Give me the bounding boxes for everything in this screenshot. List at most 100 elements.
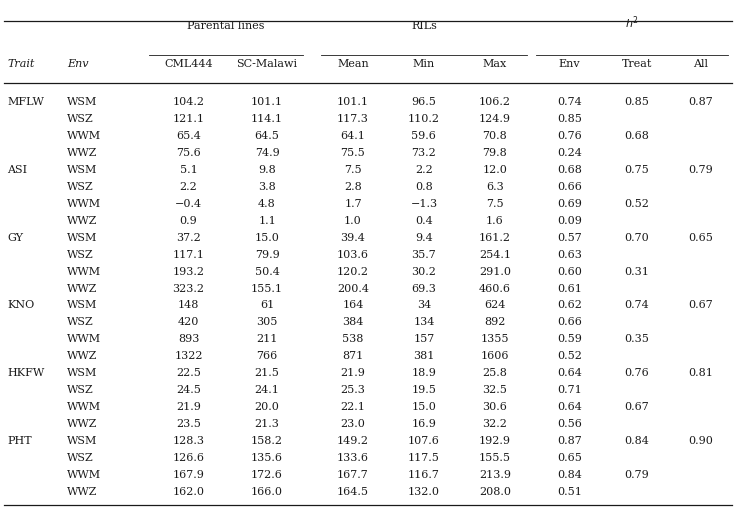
- Text: 164: 164: [342, 301, 364, 311]
- Text: WSZ: WSZ: [67, 453, 94, 463]
- Text: WSZ: WSZ: [67, 250, 94, 259]
- Text: WSZ: WSZ: [67, 385, 94, 395]
- Text: 0.85: 0.85: [557, 114, 582, 124]
- Text: 164.5: 164.5: [337, 487, 369, 497]
- Text: 23.0: 23.0: [341, 419, 365, 429]
- Text: 871: 871: [342, 351, 364, 361]
- Text: WSM: WSM: [67, 233, 98, 243]
- Text: Max: Max: [483, 58, 507, 69]
- Text: 2.8: 2.8: [344, 182, 362, 192]
- Text: 0.74: 0.74: [557, 97, 582, 107]
- Text: Env: Env: [559, 58, 580, 69]
- Text: 892: 892: [484, 317, 506, 327]
- Text: 107.6: 107.6: [408, 436, 440, 446]
- Text: 0.9: 0.9: [180, 216, 197, 226]
- Text: WWM: WWM: [67, 267, 102, 277]
- Text: 208.0: 208.0: [479, 487, 511, 497]
- Text: 21.5: 21.5: [255, 368, 279, 378]
- Text: 0.65: 0.65: [557, 453, 582, 463]
- Text: 0.79: 0.79: [624, 470, 649, 480]
- Text: 0.67: 0.67: [624, 402, 649, 412]
- Text: 0.79: 0.79: [688, 165, 713, 175]
- Text: 0.87: 0.87: [688, 97, 713, 107]
- Text: 15.0: 15.0: [412, 402, 436, 412]
- Text: −0.4: −0.4: [175, 199, 202, 209]
- Text: 0.52: 0.52: [624, 199, 649, 209]
- Text: 124.9: 124.9: [479, 114, 511, 124]
- Text: 79.9: 79.9: [255, 250, 279, 259]
- Text: 16.9: 16.9: [412, 419, 436, 429]
- Text: 0.75: 0.75: [624, 165, 649, 175]
- Text: 193.2: 193.2: [173, 267, 205, 277]
- Text: WSZ: WSZ: [67, 182, 94, 192]
- Text: 0.85: 0.85: [624, 97, 649, 107]
- Text: 30.2: 30.2: [412, 267, 436, 277]
- Text: 117.3: 117.3: [337, 114, 369, 124]
- Text: 7.5: 7.5: [486, 199, 503, 209]
- Text: 25.8: 25.8: [483, 368, 507, 378]
- Text: 1.1: 1.1: [258, 216, 276, 226]
- Text: MFLW: MFLW: [7, 97, 44, 107]
- Text: 0.70: 0.70: [624, 233, 649, 243]
- Text: 2.2: 2.2: [180, 182, 197, 192]
- Text: 116.7: 116.7: [408, 470, 440, 480]
- Text: 0.52: 0.52: [557, 351, 582, 361]
- Text: 9.4: 9.4: [415, 233, 433, 243]
- Text: WWM: WWM: [67, 334, 102, 344]
- Text: 0.90: 0.90: [688, 436, 713, 446]
- Text: WWZ: WWZ: [67, 148, 98, 158]
- Text: Min: Min: [413, 58, 435, 69]
- Text: WWZ: WWZ: [67, 283, 98, 293]
- Text: 30.6: 30.6: [483, 402, 507, 412]
- Text: 19.5: 19.5: [412, 385, 436, 395]
- Text: WWM: WWM: [67, 199, 102, 209]
- Text: WSM: WSM: [67, 368, 98, 378]
- Text: 121.1: 121.1: [173, 114, 205, 124]
- Text: 25.3: 25.3: [341, 385, 365, 395]
- Text: 766: 766: [256, 351, 278, 361]
- Text: 0.76: 0.76: [557, 131, 582, 141]
- Text: 0.84: 0.84: [557, 470, 582, 480]
- Text: 3.8: 3.8: [258, 182, 276, 192]
- Text: 0.87: 0.87: [557, 436, 582, 446]
- Text: 420: 420: [178, 317, 199, 327]
- Text: 0.09: 0.09: [557, 216, 582, 226]
- Text: 1606: 1606: [480, 351, 509, 361]
- Text: 0.66: 0.66: [557, 317, 582, 327]
- Text: −1.3: −1.3: [410, 199, 438, 209]
- Text: 75.5: 75.5: [341, 148, 365, 158]
- Text: 0.71: 0.71: [557, 385, 582, 395]
- Text: 0.81: 0.81: [688, 368, 713, 378]
- Text: 117.5: 117.5: [408, 453, 440, 463]
- Text: Env: Env: [67, 58, 89, 69]
- Text: 35.7: 35.7: [412, 250, 436, 259]
- Text: 21.3: 21.3: [255, 419, 279, 429]
- Text: 0.64: 0.64: [557, 368, 582, 378]
- Text: 64.1: 64.1: [341, 131, 365, 141]
- Text: 117.1: 117.1: [173, 250, 205, 259]
- Text: 213.9: 213.9: [479, 470, 511, 480]
- Text: WWZ: WWZ: [67, 419, 98, 429]
- Text: 106.2: 106.2: [479, 97, 511, 107]
- Text: WSM: WSM: [67, 436, 98, 446]
- Text: 0.67: 0.67: [688, 301, 713, 311]
- Text: 21.9: 21.9: [341, 368, 365, 378]
- Text: 460.6: 460.6: [479, 283, 511, 293]
- Text: WSM: WSM: [67, 97, 98, 107]
- Text: 0.64: 0.64: [557, 402, 582, 412]
- Text: 135.6: 135.6: [251, 453, 283, 463]
- Text: 7.5: 7.5: [344, 165, 362, 175]
- Text: 384: 384: [342, 317, 364, 327]
- Text: 39.4: 39.4: [341, 233, 365, 243]
- Text: 6.3: 6.3: [486, 182, 503, 192]
- Text: Treat: Treat: [622, 58, 652, 69]
- Text: 0.59: 0.59: [557, 334, 582, 344]
- Text: 0.4: 0.4: [415, 216, 433, 226]
- Text: 0.68: 0.68: [624, 131, 649, 141]
- Text: 96.5: 96.5: [412, 97, 436, 107]
- Text: 1.0: 1.0: [344, 216, 362, 226]
- Text: 75.6: 75.6: [176, 148, 201, 158]
- Text: 132.0: 132.0: [408, 487, 440, 497]
- Text: 200.4: 200.4: [337, 283, 369, 293]
- Text: 61: 61: [260, 301, 274, 311]
